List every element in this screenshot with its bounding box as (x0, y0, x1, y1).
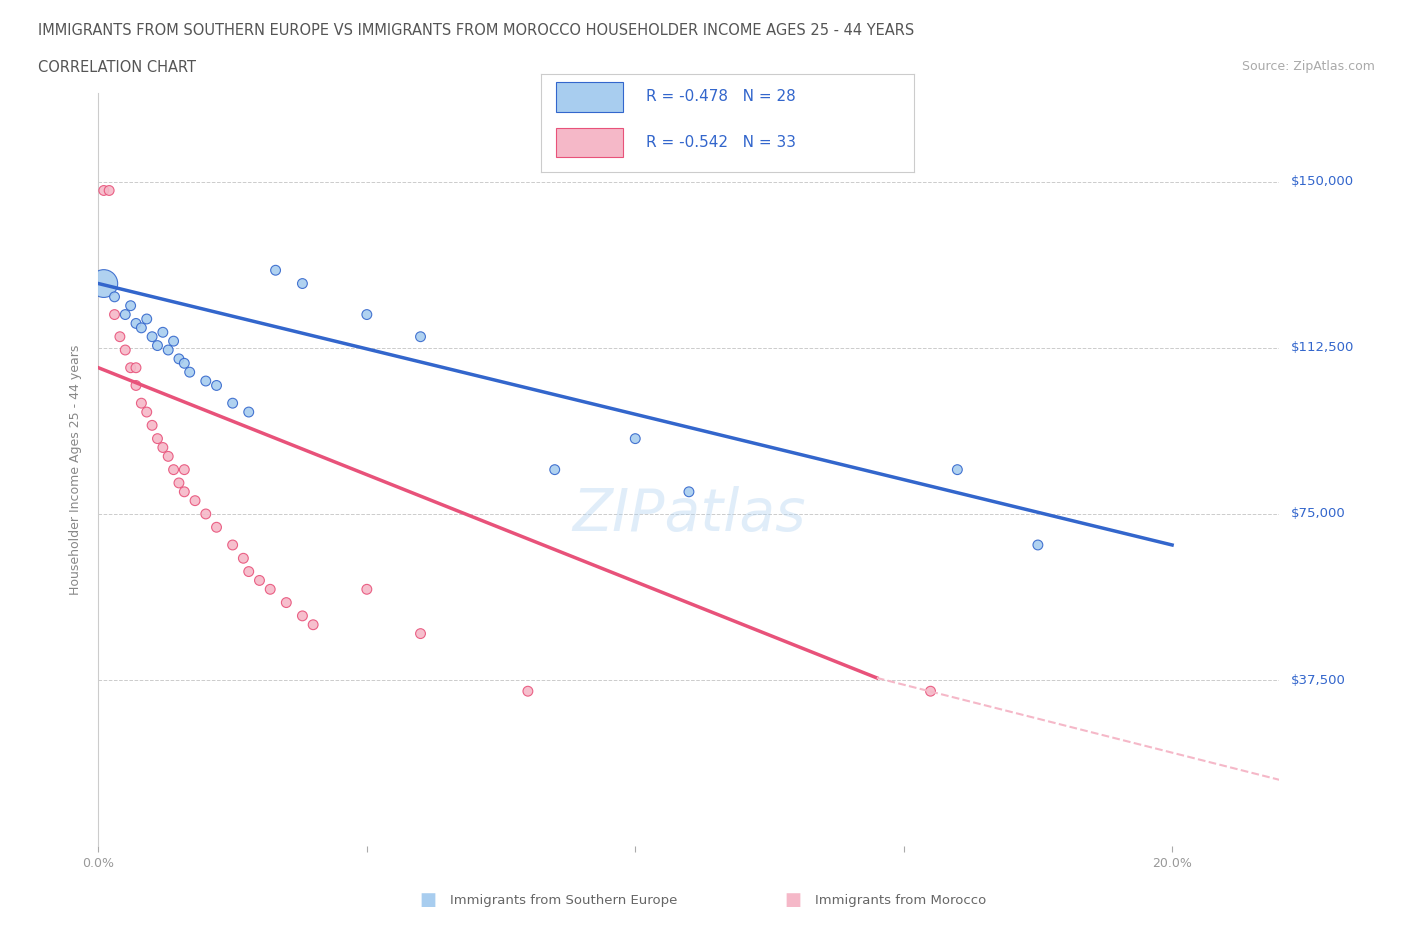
Text: ZIPatlas: ZIPatlas (572, 486, 806, 543)
Point (173, 356, 195, 371)
Point (162, 462, 184, 477)
Text: Immigrants from Morocco: Immigrants from Morocco (815, 894, 987, 907)
Text: $112,500: $112,500 (1291, 341, 1354, 354)
Point (125, 316, 148, 331)
Point (276, 595, 298, 610)
Point (125, 360, 148, 375)
Point (108, 329, 131, 344)
Point (167, 352, 190, 366)
Point (205, 378, 228, 392)
Point (157, 342, 180, 357)
Point (194, 374, 217, 389)
Point (162, 334, 184, 349)
Point (184, 493, 207, 508)
Bar (557, 82, 623, 112)
Point (173, 462, 195, 477)
Text: Immigrants from Southern Europe: Immigrants from Southern Europe (450, 894, 678, 907)
Point (114, 342, 136, 357)
Point (946, 462, 969, 477)
Text: IMMIGRANTS FROM SOUTHERN EUROPE VS IMMIGRANTS FROM MOROCCO HOUSEHOLDER INCOME AG: IMMIGRANTS FROM SOUTHERN EUROPE VS IMMIG… (38, 23, 914, 38)
Point (516, 684, 538, 698)
Point (1026, 538, 1049, 552)
Text: CORRELATION CHART: CORRELATION CHART (38, 60, 195, 75)
Point (356, 307, 378, 322)
Text: Source: ZipAtlas.com: Source: ZipAtlas.com (1241, 60, 1375, 73)
Point (173, 485, 195, 499)
Text: ■: ■ (419, 891, 436, 910)
Point (302, 618, 325, 632)
Point (238, 405, 260, 419)
Point (238, 565, 260, 579)
Point (103, 307, 125, 322)
Point (141, 329, 163, 344)
Point (146, 432, 169, 446)
Point (194, 507, 217, 522)
Point (131, 396, 153, 411)
Point (152, 440, 174, 455)
Point (157, 449, 180, 464)
Text: ■: ■ (785, 891, 801, 910)
Text: R = -0.478   N = 28: R = -0.478 N = 28 (645, 89, 796, 104)
Point (146, 339, 169, 353)
Point (179, 365, 201, 379)
Point (114, 307, 136, 322)
Point (120, 299, 142, 313)
Point (120, 360, 142, 375)
Point (221, 538, 243, 552)
Point (259, 582, 281, 597)
Point (356, 582, 378, 597)
Point (93, 276, 115, 291)
Point (624, 432, 647, 446)
Point (103, 289, 125, 304)
Point (205, 520, 228, 535)
Point (152, 325, 174, 339)
Point (544, 462, 567, 477)
Point (920, 684, 942, 698)
Point (409, 626, 432, 641)
Point (232, 551, 254, 565)
Point (249, 573, 271, 588)
Point (131, 321, 153, 336)
Text: $37,500: $37,500 (1291, 673, 1346, 686)
Point (678, 485, 700, 499)
Point (125, 378, 148, 392)
Point (98, 183, 121, 198)
Point (409, 329, 432, 344)
Point (221, 396, 243, 411)
Point (264, 263, 287, 278)
Text: $75,000: $75,000 (1291, 508, 1346, 521)
Text: R = -0.542   N = 33: R = -0.542 N = 33 (645, 135, 796, 151)
Point (93, 183, 115, 198)
Point (291, 608, 314, 623)
Point (167, 475, 190, 490)
Y-axis label: Householder Income Ages 25 - 44 years: Householder Income Ages 25 - 44 years (69, 344, 83, 595)
Text: $150,000: $150,000 (1291, 175, 1354, 188)
Point (135, 405, 157, 419)
Bar (557, 128, 623, 157)
Point (135, 312, 157, 326)
Point (141, 418, 163, 432)
Point (291, 276, 314, 291)
